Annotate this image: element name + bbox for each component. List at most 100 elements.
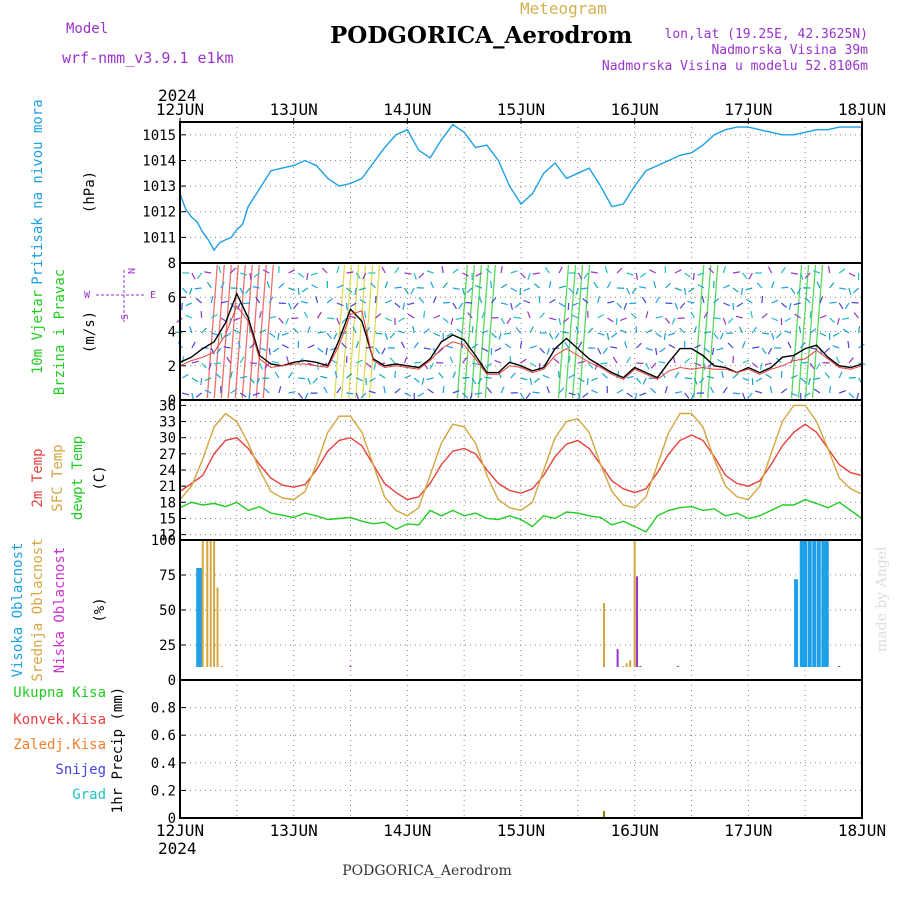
wind-arrow — [663, 332, 666, 341]
wind-arrow — [445, 345, 453, 349]
wind-arrow — [527, 272, 531, 280]
wind-arrow — [375, 332, 383, 335]
wind-arrow — [542, 374, 550, 379]
wind-arrow — [481, 330, 489, 334]
wind-arrow — [216, 347, 222, 354]
bar-mid — [201, 540, 204, 667]
wind-arrow — [742, 359, 750, 364]
wind-arrow — [693, 326, 697, 334]
wind-arrow — [194, 287, 202, 290]
y-tick-label: 15 — [159, 511, 176, 527]
y-tick-label: 30 — [159, 431, 176, 447]
wind-arrow — [263, 387, 270, 394]
wind-arrow — [694, 344, 701, 349]
y-tick-label: 12 — [159, 528, 176, 544]
wind-arrow — [732, 271, 740, 274]
wind-arrow — [240, 375, 248, 379]
y-tick-label: 33 — [159, 415, 176, 431]
wind-arrow — [645, 311, 649, 319]
y-axis-label: SFC Temp — [50, 444, 66, 511]
wind-arrow — [829, 317, 836, 324]
wind-arrow — [829, 282, 835, 289]
wind-arrow — [230, 267, 236, 274]
wind-arrow — [278, 317, 284, 324]
bar-low — [838, 666, 841, 667]
wind-arrow — [510, 270, 518, 274]
wind-arrow — [575, 287, 579, 295]
wind-arrow — [297, 287, 300, 296]
wind-arrow — [239, 392, 247, 398]
wind-arrow — [413, 272, 417, 280]
wind-arrow — [587, 362, 594, 369]
wind-arrow — [836, 317, 840, 325]
y-tick-label: 1012 — [142, 205, 176, 221]
wind-arrow — [761, 347, 767, 355]
wind-arrow — [252, 392, 260, 396]
y-axis-label: (m/s) — [82, 311, 98, 353]
wind-arrow — [336, 386, 342, 394]
wind-arrow — [684, 272, 691, 278]
wind-arrow — [674, 391, 683, 394]
precip-legend-2: Zaledj.Kisa — [13, 737, 106, 753]
wind-arrow — [300, 300, 309, 304]
wind-arrow — [394, 286, 402, 289]
wind-arrow — [278, 282, 285, 289]
wind-arrow — [402, 302, 406, 310]
wind-arrow — [745, 287, 753, 291]
wind-arrow — [658, 360, 666, 364]
wind-arrow — [467, 312, 473, 319]
wind-arrow — [684, 287, 687, 296]
wind-arrow — [533, 283, 541, 289]
wind-arrow — [664, 386, 668, 394]
wind-arrow — [301, 287, 309, 293]
wind-arrow — [274, 371, 280, 379]
wind-arrow — [815, 362, 821, 370]
wind-arrow — [220, 281, 225, 289]
bar-high — [198, 568, 203, 667]
wind-arrow — [513, 316, 521, 319]
wind-arrow — [581, 287, 589, 290]
wind-arrow — [679, 327, 686, 334]
wind-arrow — [355, 359, 363, 364]
wind-arrow — [285, 317, 290, 325]
watermark: made by Angel — [874, 546, 890, 652]
wind-arrow — [571, 302, 579, 307]
x-tick-bottom: 16JUN — [611, 821, 659, 840]
wind-arrow — [175, 331, 183, 334]
wind-arrow — [195, 298, 202, 304]
wind-arrow — [771, 299, 779, 304]
wind-arrow — [577, 272, 583, 280]
wind-arrow — [504, 343, 512, 349]
panel-wind: 0 2 4 6 8 — [168, 256, 866, 409]
wind-arrow — [242, 302, 250, 305]
wind-arrow — [568, 392, 576, 396]
wind-arrow — [649, 269, 656, 274]
wind-arrow — [748, 272, 753, 280]
wind-arrow — [723, 284, 730, 289]
wind-arrow — [771, 281, 775, 289]
wind-arrow — [262, 269, 270, 274]
wind-band-stroke — [241, 264, 253, 399]
y-tick-label: 1014 — [142, 153, 176, 169]
wind-arrow — [616, 267, 623, 274]
wind-arrow — [800, 342, 806, 349]
compass-east: E — [150, 290, 156, 301]
wind-arrow — [355, 272, 361, 280]
wind-arrow — [268, 332, 276, 338]
wind-arrow — [378, 373, 386, 379]
wind-arrow — [333, 332, 338, 340]
wind-arrow — [848, 272, 856, 277]
wind-arrow — [288, 287, 296, 291]
wind-arrow — [529, 362, 537, 368]
wind-arrow — [548, 332, 554, 340]
footer: 2024 PODGORICA_Aerodrom made by Angel — [158, 546, 890, 879]
wind-arrow — [304, 392, 309, 400]
wind-arrow — [233, 329, 241, 334]
wind-arrow — [418, 297, 425, 304]
wind-arrow — [310, 272, 318, 276]
wind-arrow — [288, 371, 293, 379]
wind-arrow — [692, 272, 695, 281]
wind-arrow — [558, 266, 563, 274]
x-tick-top: 13JUN — [270, 100, 318, 119]
wind-arrow — [429, 362, 434, 370]
